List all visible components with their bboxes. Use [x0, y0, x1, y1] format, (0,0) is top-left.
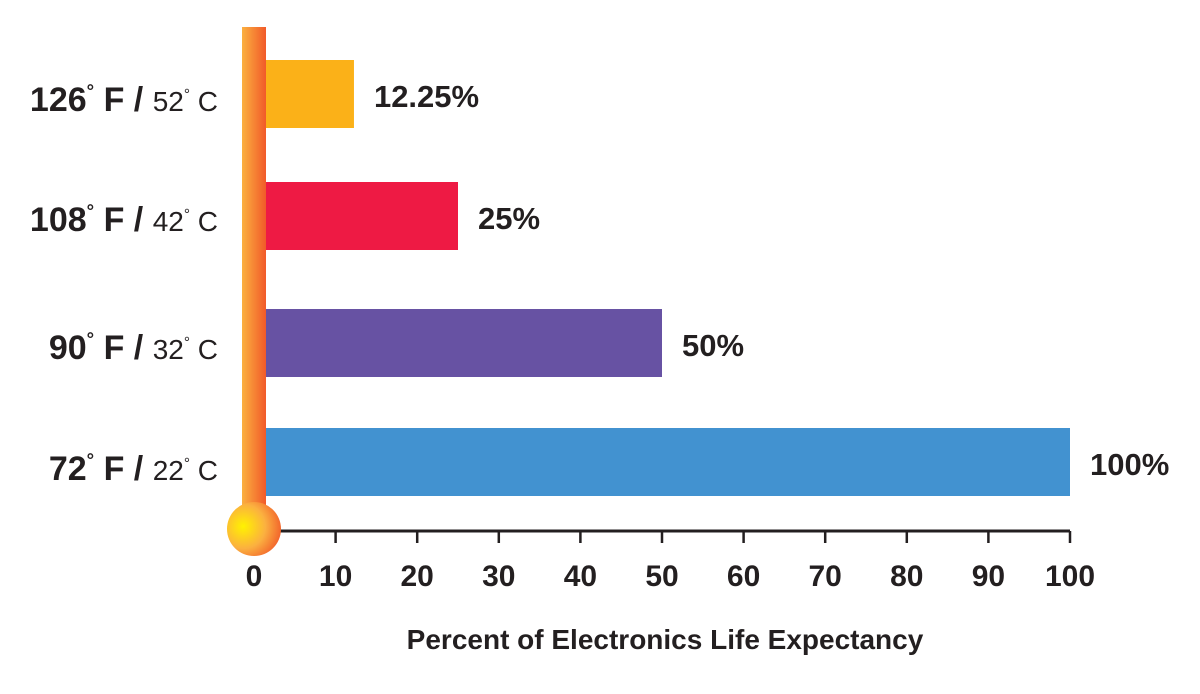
x-tick-label-6: 60: [726, 560, 761, 593]
fahrenheit-value: 90: [48, 329, 87, 368]
thermometer-tube: [242, 27, 266, 527]
bars: [266, 60, 1070, 496]
x-tick-label-5: 50: [645, 560, 679, 593]
x-tick-label-8: 80: [890, 560, 924, 593]
x-tick-label-1: 10: [318, 560, 353, 593]
value-label-2: 50%: [682, 328, 745, 363]
x-tick-label-7: 70: [808, 560, 842, 593]
x-axis: [262, 529, 1072, 543]
thermometer-bulb: [227, 502, 281, 556]
category-label-1: 108° F / 42° C: [29, 200, 218, 240]
x-axis-title: Percent of Electronics Life Expectancy: [406, 624, 924, 655]
thermometer-icon: [227, 27, 281, 556]
celsius-value: 52: [152, 86, 184, 118]
bar-0: [266, 60, 354, 128]
bar-1: [266, 182, 458, 250]
category-label-3: 72° F / 22° C: [48, 449, 218, 489]
celsius-value: 32: [152, 334, 184, 366]
x-tick-label-4: 40: [563, 560, 598, 593]
x-tick-label-0: 0: [245, 560, 263, 593]
bar-2: [266, 309, 662, 377]
celsius-value: 22: [152, 455, 184, 487]
celsius-value: 42: [152, 206, 184, 238]
bar-3: [266, 428, 1070, 496]
x-tick-label-10: 100: [1044, 560, 1096, 593]
x-tick-label-9: 90: [971, 560, 1006, 593]
fahrenheit-value: 108: [29, 201, 87, 240]
x-tick-label-2: 20: [400, 560, 434, 593]
value-label-0: 12.25%: [373, 79, 480, 114]
category-label-2: 90° F / 32° C: [48, 328, 218, 368]
value-label-3: 100%: [1090, 447, 1170, 482]
x-tick-label-3: 30: [482, 560, 516, 593]
value-label-1: 25%: [478, 201, 541, 236]
fahrenheit-value: 126: [29, 81, 87, 120]
category-label-0: 126° F / 52° C: [29, 80, 218, 120]
fahrenheit-value: 72: [48, 450, 87, 489]
